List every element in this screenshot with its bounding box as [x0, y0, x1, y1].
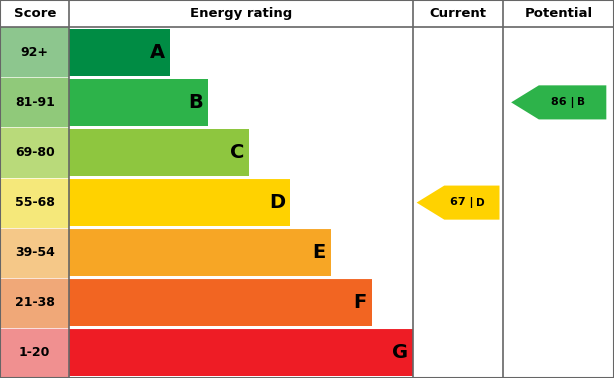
Text: A: A — [150, 43, 165, 62]
Bar — [0, 77, 69, 127]
Bar — [69, 29, 170, 76]
Bar — [69, 229, 331, 276]
Text: 86 |: 86 | — [551, 97, 575, 108]
Polygon shape — [511, 85, 606, 119]
Text: Score: Score — [14, 7, 56, 20]
Text: G: G — [392, 344, 408, 363]
Text: C: C — [230, 143, 244, 162]
Text: 92+: 92+ — [21, 46, 49, 59]
Text: 69-80: 69-80 — [15, 146, 55, 159]
Bar — [69, 179, 290, 226]
Text: F: F — [354, 293, 367, 312]
Text: Energy rating: Energy rating — [190, 7, 292, 20]
Bar — [0, 228, 69, 278]
Text: B: B — [188, 93, 203, 112]
Bar — [0, 178, 69, 228]
Bar — [69, 329, 413, 376]
Bar — [0, 0, 614, 27]
Text: 39-54: 39-54 — [15, 246, 55, 259]
Bar — [69, 279, 371, 326]
Text: D: D — [476, 198, 485, 208]
Text: 21-38: 21-38 — [15, 296, 55, 309]
Bar — [0, 328, 69, 378]
Bar — [0, 27, 69, 77]
Bar — [0, 127, 69, 178]
Text: 55-68: 55-68 — [15, 196, 55, 209]
Bar — [69, 129, 249, 176]
Bar — [0, 278, 69, 328]
Text: Current: Current — [430, 7, 486, 20]
Text: E: E — [313, 243, 326, 262]
Text: 81-91: 81-91 — [15, 96, 55, 109]
Polygon shape — [416, 186, 500, 220]
Text: 67 |: 67 | — [451, 197, 474, 208]
Bar — [69, 79, 208, 126]
Text: Potential: Potential — [525, 7, 593, 20]
Text: 1-20: 1-20 — [19, 347, 50, 359]
Text: D: D — [269, 193, 285, 212]
Text: B: B — [577, 98, 585, 107]
